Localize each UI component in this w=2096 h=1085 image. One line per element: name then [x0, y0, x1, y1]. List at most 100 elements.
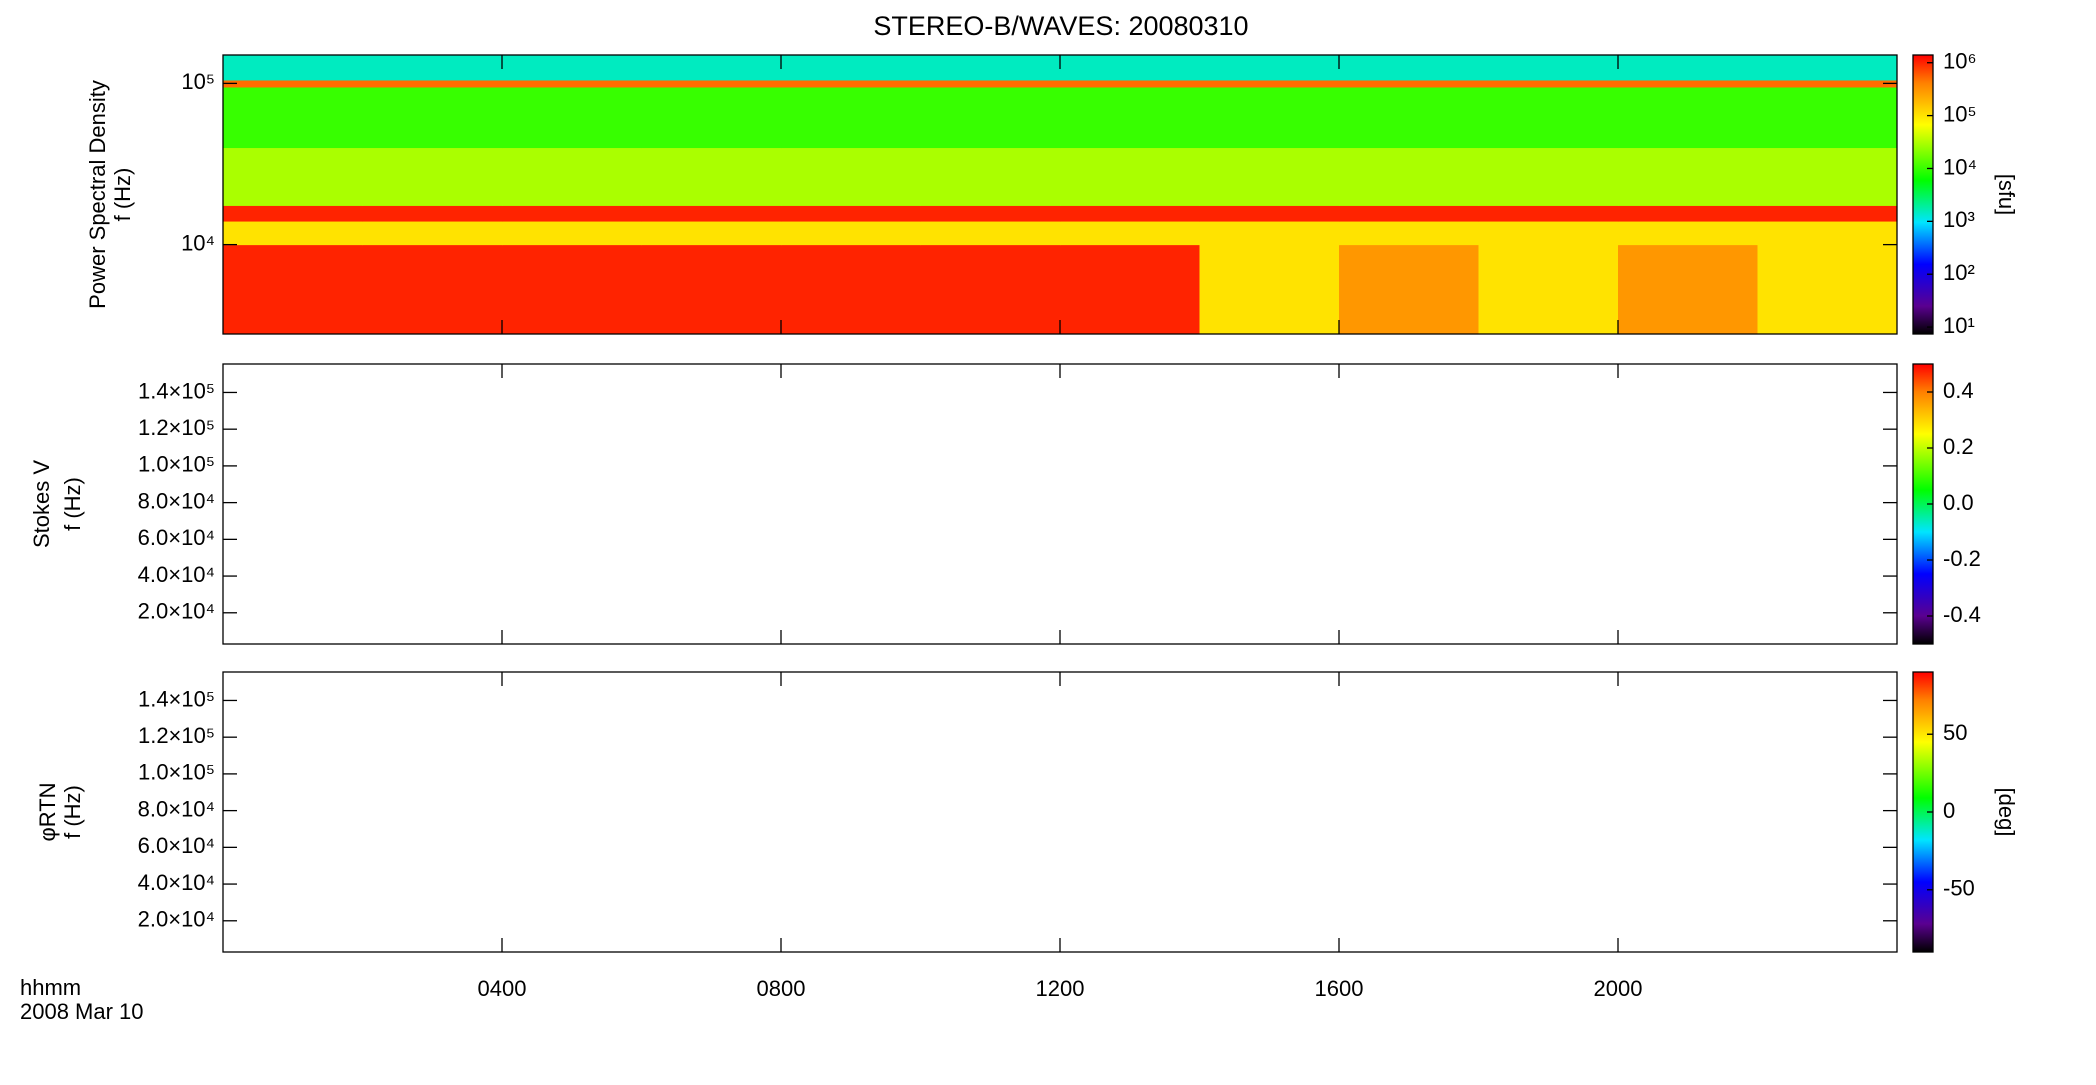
y-tick-label: 6.0×10⁴: [138, 525, 215, 550]
heatmap-cell: [502, 86, 642, 149]
heatmap-cell: [641, 55, 782, 81]
x-tick-label: 0400: [478, 976, 527, 1001]
colorbar-tick-label: 50: [1943, 720, 1967, 745]
heatmap-cell: [502, 79, 642, 88]
heatmap-cell: [223, 221, 363, 246]
colorbar-tick-label: 10²: [1943, 260, 1975, 285]
y-tick-label: 1.4×10⁵: [138, 378, 215, 403]
y-axis-label: Power Spectral Density: [85, 80, 110, 309]
heatmap-cell: [1618, 244, 1758, 335]
heatmap-cell: [502, 244, 642, 335]
y-axis-label: f (Hz): [110, 168, 135, 222]
heatmap-cell: [1757, 221, 1898, 246]
heatmap-cell: [1757, 205, 1898, 222]
heatmap-cell: [781, 147, 921, 206]
heatmap-cell: [920, 86, 1061, 149]
colorbar-tick-label: -50: [1943, 876, 1975, 901]
colorbar: [1912, 54, 1934, 335]
chart-title: STEREO-B/WAVES: 20080310: [873, 11, 1248, 41]
heatmap-cell: [362, 205, 503, 222]
heatmap-cell: [1618, 86, 1758, 149]
colorbar-tick-label: 10³: [1943, 207, 1975, 232]
heatmap-cell: [1757, 147, 1898, 206]
colorbar-tick-label: 0.2: [1943, 434, 1974, 459]
heatmap-cell: [920, 221, 1061, 246]
x-tick-label: 1600: [1315, 976, 1364, 1001]
x-axis-label: hhmm: [20, 975, 81, 1000]
heatmap-cell: [920, 79, 1061, 88]
colorbar-label: [sfu]: [1994, 174, 2019, 216]
heatmap-cell: [223, 79, 363, 88]
heatmap-cell: [1339, 86, 1479, 149]
heatmap-cell: [1757, 244, 1898, 335]
heatmap-cell: [502, 147, 642, 206]
heatmap-cell: [1478, 55, 1619, 81]
heatmap-cell: [1339, 79, 1479, 88]
x-tick-label: 1200: [1036, 976, 1085, 1001]
heatmap-cell: [1478, 147, 1619, 206]
colorbar-tick-label: 10¹: [1943, 313, 1975, 338]
heatmap-cell: [781, 244, 921, 335]
heatmap-cell: [1199, 55, 1340, 81]
colorbar-tick-label: -0.2: [1943, 546, 1981, 571]
y-tick-label: 1.0×10⁵: [138, 760, 215, 785]
heatmap-cell: [1339, 244, 1479, 335]
heatmap-cell: [1618, 55, 1758, 81]
heatmap-cell: [1478, 86, 1619, 149]
heatmap-cell: [781, 79, 921, 88]
heatmap-cell: [1199, 244, 1340, 335]
heatmap-cell: [1060, 244, 1200, 335]
heatmap-cell: [1478, 205, 1619, 222]
heatmap-cell: [502, 221, 642, 246]
heatmap-cell: [362, 55, 503, 81]
heatmap-cell: [781, 55, 921, 81]
heatmap-cell: [1757, 55, 1898, 81]
heatmap-cell: [223, 244, 363, 335]
heatmap-cell: [1618, 79, 1758, 88]
heatmap-cell: [641, 221, 782, 246]
heatmap-cell: [223, 147, 363, 206]
heatmap-cell: [502, 55, 642, 81]
y-tick-label: 8.0×10⁴: [138, 488, 215, 513]
colorbar-tick-label: 10⁴: [1943, 154, 1977, 179]
heatmap-cell: [920, 205, 1061, 222]
heatmap-cell: [1060, 86, 1200, 149]
heatmap-cell: [223, 205, 363, 222]
heatmap-cell: [223, 55, 363, 81]
heatmap-cell: [641, 244, 782, 335]
y-tick-label: 10⁴: [181, 230, 215, 255]
y-tick-label: 1.0×10⁵: [138, 452, 215, 477]
heatmap-cell: [223, 86, 363, 149]
x-tick-label: 0800: [757, 976, 806, 1001]
heatmap-cell: [1199, 86, 1340, 149]
heatmap-cell: [1478, 244, 1619, 335]
heatmap-cell: [1199, 79, 1340, 88]
heatmap-cell: [1339, 221, 1479, 246]
y-tick-label: 2.0×10⁴: [138, 907, 215, 932]
heatmap-cell: [362, 86, 503, 149]
heatmap-cell: [1339, 147, 1479, 206]
y-tick-label: 2.0×10⁴: [138, 599, 215, 624]
heatmap-cell: [1060, 147, 1200, 206]
heatmap-cell: [920, 55, 1061, 81]
y-axis-label: f (Hz): [60, 477, 85, 531]
y-axis-label: Stokes V: [29, 460, 54, 548]
heatmap-cell: [502, 205, 642, 222]
colorbar-tick-label: 0: [1943, 798, 1955, 823]
heatmap-cell: [781, 221, 921, 246]
colorbar-tick-label: 10⁵: [1943, 101, 1977, 126]
y-axis-label: φRTN: [35, 782, 60, 841]
heatmap-cell: [362, 147, 503, 206]
heatmap-cell: [781, 205, 921, 222]
heatmap-cell: [1757, 79, 1898, 88]
y-tick-label: 4.0×10⁴: [138, 870, 215, 895]
plot-frame: [222, 363, 1898, 645]
y-tick-label: 1.2×10⁵: [138, 415, 215, 440]
date-label: 2008 Mar 10: [20, 999, 144, 1024]
heatmap-cell: [641, 86, 782, 149]
heatmap-cell: [1060, 55, 1200, 81]
heatmap-cell: [1060, 221, 1200, 246]
plot-frame: [222, 671, 1898, 953]
heatmap-cell: [641, 79, 782, 88]
